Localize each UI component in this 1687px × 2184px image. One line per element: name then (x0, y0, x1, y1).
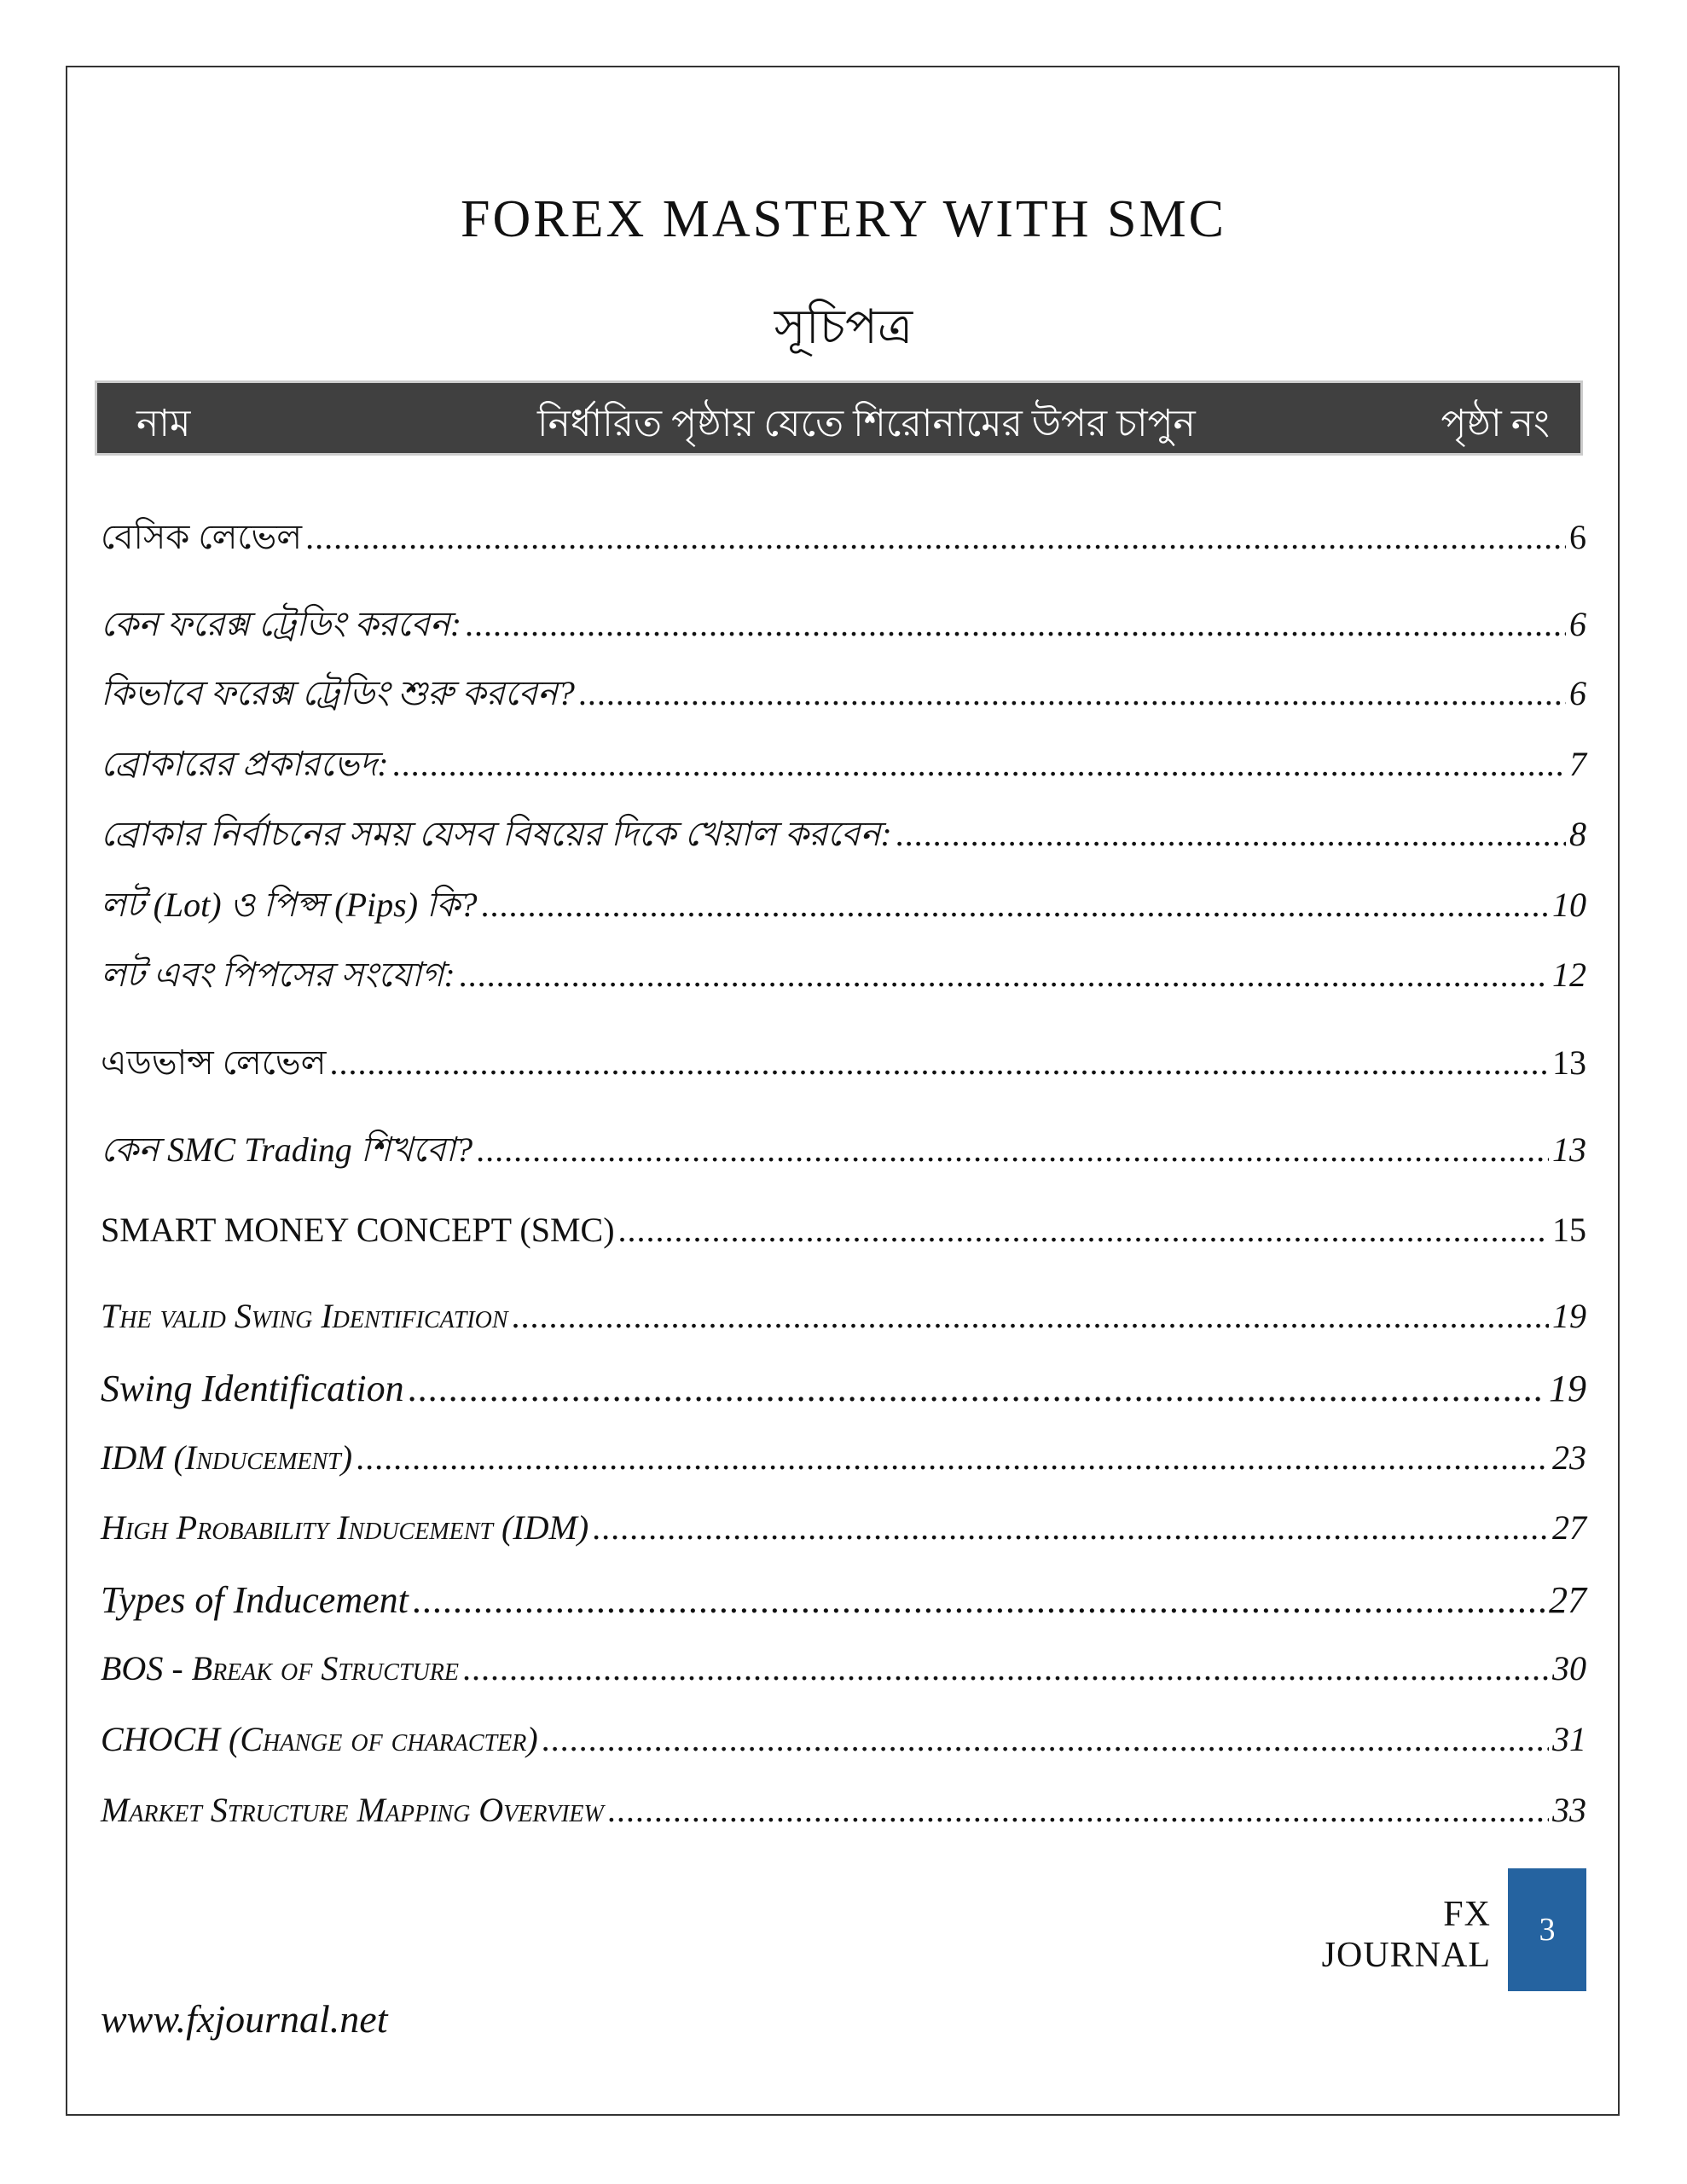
toc-entry[interactable]: SMART MONEY CONCEPT (SMC) 15 (101, 1210, 1586, 1250)
toc-entry-label[interactable]: কেন SMC Trading শিখবো? (101, 1130, 473, 1169)
toc-entry-label[interactable]: SMART MONEY CONCEPT (SMC) (101, 1211, 615, 1249)
toc-entry-page[interactable]: 13 (1552, 1043, 1586, 1082)
toc-entry[interactable]: কিভাবে ফরেক্স ট্রেডিং শুরু করবেন? 6 (101, 666, 1586, 723)
dot-leader (459, 955, 1549, 995)
toc-entry-page[interactable]: 10 (1552, 886, 1586, 924)
dot-leader (542, 1719, 1549, 1759)
toc-entry-page[interactable]: 30 (1552, 1649, 1586, 1687)
dot-leader (512, 1296, 1549, 1336)
toc-entry-label[interactable]: ব্রোকার নির্বাচনের সময় যেসব বিষয়ের দিক… (101, 815, 892, 853)
dot-leader (476, 1130, 1549, 1170)
toc-entry[interactable]: BOS - Break of Structure 30 (101, 1648, 1586, 1688)
dot-leader (356, 1438, 1549, 1478)
toc-entry-label[interactable]: বেসিক লেভেল (101, 518, 303, 556)
toc-entry-page[interactable]: 7 (1569, 745, 1586, 783)
dot-leader (305, 517, 1566, 557)
dot-leader (578, 673, 1566, 713)
toc-entry-page[interactable]: 13 (1552, 1130, 1586, 1169)
document-title: FOREX MASTERY WITH SMC (461, 190, 1226, 248)
toc-entry[interactable]: কেন SMC Trading শিখবো? 13 (101, 1123, 1586, 1180)
toc-entry-page[interactable]: 12 (1552, 956, 1586, 994)
toc-entry[interactable]: Market Structure Mapping Overview 33 (101, 1790, 1586, 1830)
toc-entry[interactable]: বেসিক লেভেল 6 (101, 510, 1586, 567)
toc-entry-page[interactable]: 19 (1552, 1297, 1586, 1335)
toc-entry-page[interactable]: 6 (1569, 674, 1586, 712)
website-link[interactable]: www.fxjournal.net (101, 1997, 388, 2041)
dot-leader (462, 1648, 1549, 1688)
toc-entry[interactable]: Types of Inducement 27 (101, 1578, 1586, 1622)
toc-entry-label[interactable]: ব্রোকারের প্রকারভেদ: (101, 745, 389, 783)
dot-leader (408, 1367, 1545, 1410)
toc-entry[interactable]: লট (Lot) ও পিপ্স (Pips) কি? 10 (101, 878, 1586, 935)
toc-heading: সূচিপত্র (774, 301, 913, 354)
toc-entry-label[interactable]: লট (Lot) ও পিপ্স (Pips) কি? (101, 886, 478, 924)
dot-leader (592, 1507, 1549, 1548)
toc-entry[interactable]: এডভান্স লেভেল 13 (101, 1036, 1586, 1093)
toc-entry-label[interactable]: কিভাবে ফরেক্স ট্রেডিং শুরু করবেন? (101, 674, 575, 712)
dot-leader (329, 1043, 1549, 1083)
toc-entry-label[interactable]: Market Structure Mapping Overview (101, 1791, 604, 1829)
toc-entry-label[interactable]: CHOCH (Change of character) (101, 1720, 538, 1758)
toc-entry[interactable]: ব্রোকার নির্বাচনের সময় যেসব বিষয়ের দিক… (101, 807, 1586, 864)
toc-entry-label[interactable]: লট এবং পিপসের সংযোগ: (101, 956, 455, 994)
toc-entry[interactable]: IDM (Inducement) 23 (101, 1438, 1586, 1478)
toc-entry-page[interactable]: 19 (1549, 1368, 1586, 1409)
toc-entry[interactable]: The valid Swing Identification 19 (101, 1296, 1586, 1336)
toc-entry-label[interactable]: High Probability Inducement (IDM) (101, 1508, 589, 1547)
dot-leader (480, 885, 1549, 925)
toc-entry[interactable]: ব্রোকারের প্রকারভেদ: 7 (101, 737, 1586, 794)
toc-entry[interactable]: CHOCH (Change of character) 31 (101, 1719, 1586, 1759)
toc-entry-label[interactable]: Types of Inducement (101, 1579, 409, 1621)
toc-entry-page[interactable]: 8 (1569, 815, 1586, 853)
toc-entry[interactable]: কেন ফরেক্স ট্রেডিং করবেন: 6 (101, 597, 1586, 654)
toc-entry[interactable]: Swing Identification 19 (101, 1367, 1586, 1410)
toc-entry-label[interactable]: The valid Swing Identification (101, 1297, 508, 1335)
toc-entry-page[interactable]: 27 (1552, 1508, 1586, 1547)
dot-leader (607, 1790, 1549, 1830)
header-page-no: পৃষ্ঠা নং (1441, 403, 1551, 444)
toc-entry-page[interactable]: 15 (1552, 1211, 1586, 1249)
header-instruction: নির্ধারিত পৃষ্ঠায় যেতে শিরোনামের উপর চা… (537, 403, 1196, 444)
toc-header-bar: নাম নির্ধারিত পৃষ্ঠায় যেতে শিরোনামের উপ… (95, 380, 1583, 456)
toc-entry-page[interactable]: 33 (1552, 1791, 1586, 1829)
toc-entry[interactable]: লট এবং পিপসের সংযোগ: 12 (101, 948, 1586, 1005)
toc-entry-label[interactable]: Swing Identification (101, 1368, 404, 1409)
dot-leader (392, 744, 1566, 784)
dot-leader (896, 814, 1566, 854)
dot-leader (618, 1210, 1549, 1250)
toc-entry[interactable]: High Probability Inducement (IDM) 27 (101, 1507, 1586, 1548)
toc-entry-page[interactable]: 6 (1569, 518, 1586, 556)
footer-journal: FX JOURNAL (1321, 1895, 1491, 1975)
toc-entry-page[interactable]: 31 (1552, 1720, 1586, 1758)
header-name: নাম (136, 403, 191, 444)
toc-entry-page[interactable]: 23 (1552, 1438, 1586, 1477)
dot-leader (412, 1578, 1545, 1622)
toc-entry-label[interactable]: কেন ফরেক্স ট্রেডিং করবেন: (101, 605, 462, 643)
toc-entry-page[interactable]: 27 (1549, 1579, 1586, 1621)
page-number: 3 (1539, 1912, 1556, 1948)
toc-entry-label[interactable]: IDM (Inducement) (101, 1438, 353, 1477)
toc-entry-label[interactable]: BOS - Break of Structure (101, 1649, 459, 1687)
page-border (66, 66, 1620, 2116)
toc-entry-label[interactable]: এডভান্স লেভেল (101, 1043, 327, 1082)
toc-entry-page[interactable]: 6 (1569, 605, 1586, 643)
dot-leader (465, 604, 1566, 644)
page-number-box: 3 (1508, 1868, 1586, 1991)
